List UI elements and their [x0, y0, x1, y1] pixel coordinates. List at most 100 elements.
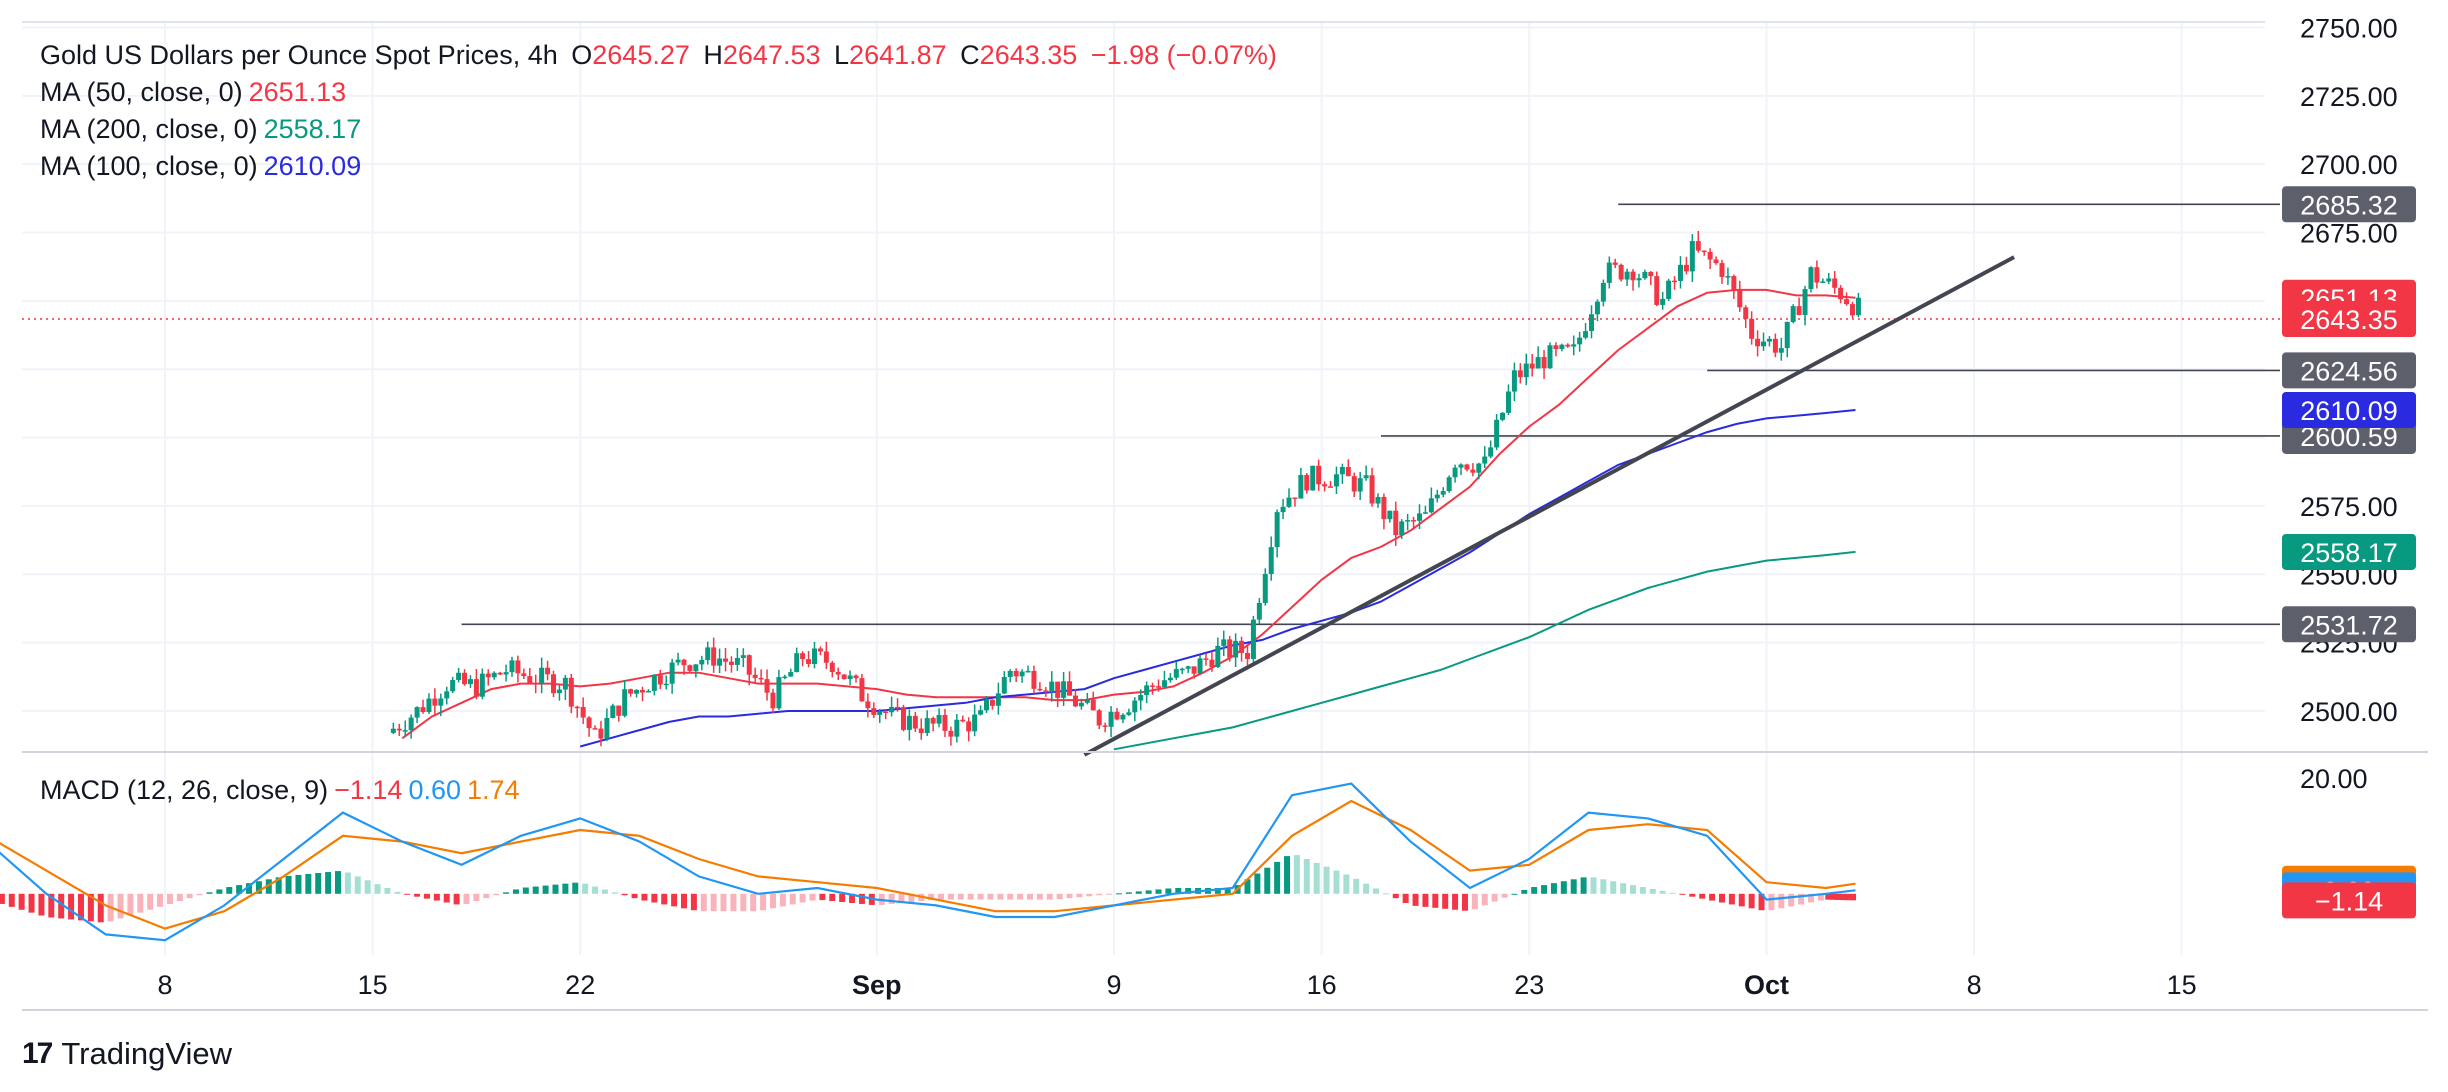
- macd-histogram-bar: [275, 877, 282, 894]
- candle-body: [717, 658, 723, 666]
- macd-histogram-bar: [621, 893, 628, 896]
- macd-legend[interactable]: MACD (12, 26, close, 9) −1.14 0.60 1.74: [40, 775, 526, 806]
- macd-histogram-bar: [1481, 893, 1488, 906]
- candle-body: [1161, 680, 1167, 687]
- candle-body: [1173, 669, 1179, 678]
- macd-histogram-bar: [1679, 893, 1686, 895]
- candle-body: [752, 674, 758, 678]
- macd-histogram-bar: [928, 893, 935, 901]
- candle-body: [835, 671, 841, 675]
- candle-body: [1618, 264, 1624, 280]
- macd-histogram-bar: [8, 893, 15, 907]
- candle-body: [847, 675, 853, 680]
- macd-histogram-bar: [483, 893, 490, 899]
- macd-histogram-bar: [1412, 893, 1419, 906]
- candle-body: [1547, 345, 1553, 369]
- candle-body: [568, 677, 574, 707]
- candle-body: [628, 689, 634, 694]
- candle-body: [806, 659, 812, 664]
- candle-body: [859, 678, 865, 702]
- candle-body: [438, 698, 444, 706]
- macd-histogram-bar: [1849, 893, 1856, 901]
- candle-body: [1731, 276, 1737, 290]
- level-badge: 2685.32: [2300, 190, 2398, 220]
- candle-body: [1345, 466, 1351, 477]
- macd-histogram-bar: [1639, 887, 1646, 894]
- candle-body: [1838, 287, 1844, 300]
- macd-histogram-bar: [1135, 891, 1142, 894]
- candle-body: [1666, 280, 1672, 299]
- candle-body: [1304, 474, 1310, 491]
- candle-body: [1761, 341, 1767, 347]
- macd-histogram-bar: [552, 884, 559, 894]
- macd-histogram-bar: [1115, 893, 1122, 895]
- candle-body: [924, 718, 930, 734]
- macd-histogram-bar: [1835, 893, 1842, 900]
- macd-histogram-bar: [216, 889, 223, 894]
- candle-body: [841, 674, 847, 680]
- macd-histogram-bar: [443, 893, 450, 903]
- candle-body: [1766, 338, 1772, 342]
- macd-histogram-bar: [1590, 877, 1597, 894]
- candle-body: [1191, 666, 1197, 674]
- candle-body: [1701, 250, 1707, 253]
- chart-title: Gold US Dollars per Ounce Spot Prices, 4…: [40, 40, 558, 70]
- candle-body: [456, 672, 462, 680]
- macd-tick-label: 20.00: [2300, 764, 2368, 794]
- macd-histogram-bar: [957, 893, 964, 900]
- macd-histogram-bar: [157, 893, 164, 907]
- candle-body: [1814, 267, 1820, 283]
- price-badge: 2643.35: [2300, 305, 2398, 335]
- macd-hist-value: −1.14: [334, 775, 403, 805]
- macd-histogram-bar: [394, 891, 401, 894]
- macd-histogram-bar: [344, 872, 351, 894]
- macd-histogram-bar: [601, 889, 608, 894]
- candle-body: [1185, 666, 1191, 669]
- macd-histogram-bar: [779, 893, 786, 907]
- macd-badge: −1.14: [2315, 886, 2383, 916]
- macd-histogram-bar: [1155, 889, 1162, 894]
- candle-body: [1399, 521, 1405, 536]
- macd-histogram-bar: [1264, 867, 1271, 894]
- macd-histogram-bar: [1620, 883, 1627, 894]
- macd-histogram-bar: [1185, 888, 1192, 894]
- tradingview-brand[interactable]: 17 TradingView: [22, 1036, 232, 1072]
- macd-histogram-bar: [1471, 893, 1478, 910]
- candle-body: [1707, 251, 1713, 260]
- macd-histogram-bar: [1669, 892, 1676, 894]
- price-badge: 2610.09: [2300, 396, 2398, 426]
- ma100-legend[interactable]: MA (100, close, 0) 2610.09: [40, 151, 367, 182]
- candle-body: [462, 672, 468, 685]
- macd-histogram-bar: [1343, 874, 1350, 894]
- candle-body: [1725, 276, 1731, 278]
- ma200-legend[interactable]: MA (200, close, 0) 2558.17: [40, 114, 367, 145]
- macd-histogram-bar: [196, 893, 203, 896]
- level-badge-bg: [2282, 606, 2416, 643]
- level-badge: 2624.56: [2300, 356, 2398, 386]
- candle-body: [740, 655, 746, 658]
- level-badge-bg: [2282, 352, 2416, 389]
- candle-body: [1790, 306, 1796, 322]
- macd-histogram-bar: [1214, 888, 1221, 894]
- macd-histogram-bar: [858, 893, 865, 904]
- candle-body: [1630, 271, 1636, 281]
- macd-histogram-bar: [1531, 887, 1538, 894]
- candle-body: [1067, 681, 1073, 696]
- candle-body: [1096, 710, 1102, 726]
- candle-body: [1298, 474, 1304, 499]
- macd-histogram-bar: [305, 873, 312, 894]
- candle-body: [1072, 695, 1078, 707]
- price-badge: 2558.17: [2300, 538, 2398, 568]
- candle-body: [1660, 298, 1666, 305]
- candle-body: [1167, 677, 1173, 681]
- candle-body: [1743, 307, 1749, 319]
- tradingview-logo-icon: 17: [22, 1037, 53, 1070]
- candle-body: [1357, 478, 1363, 492]
- trendline-line: [1083, 255, 2016, 757]
- candle-body: [728, 661, 734, 665]
- date-tick-label: 22: [565, 970, 595, 1000]
- ma50-legend[interactable]: MA (50, close, 0) 2651.13: [40, 77, 352, 108]
- trendline[interactable]: [1083, 255, 2016, 757]
- macd-histogram-bar: [1125, 892, 1132, 894]
